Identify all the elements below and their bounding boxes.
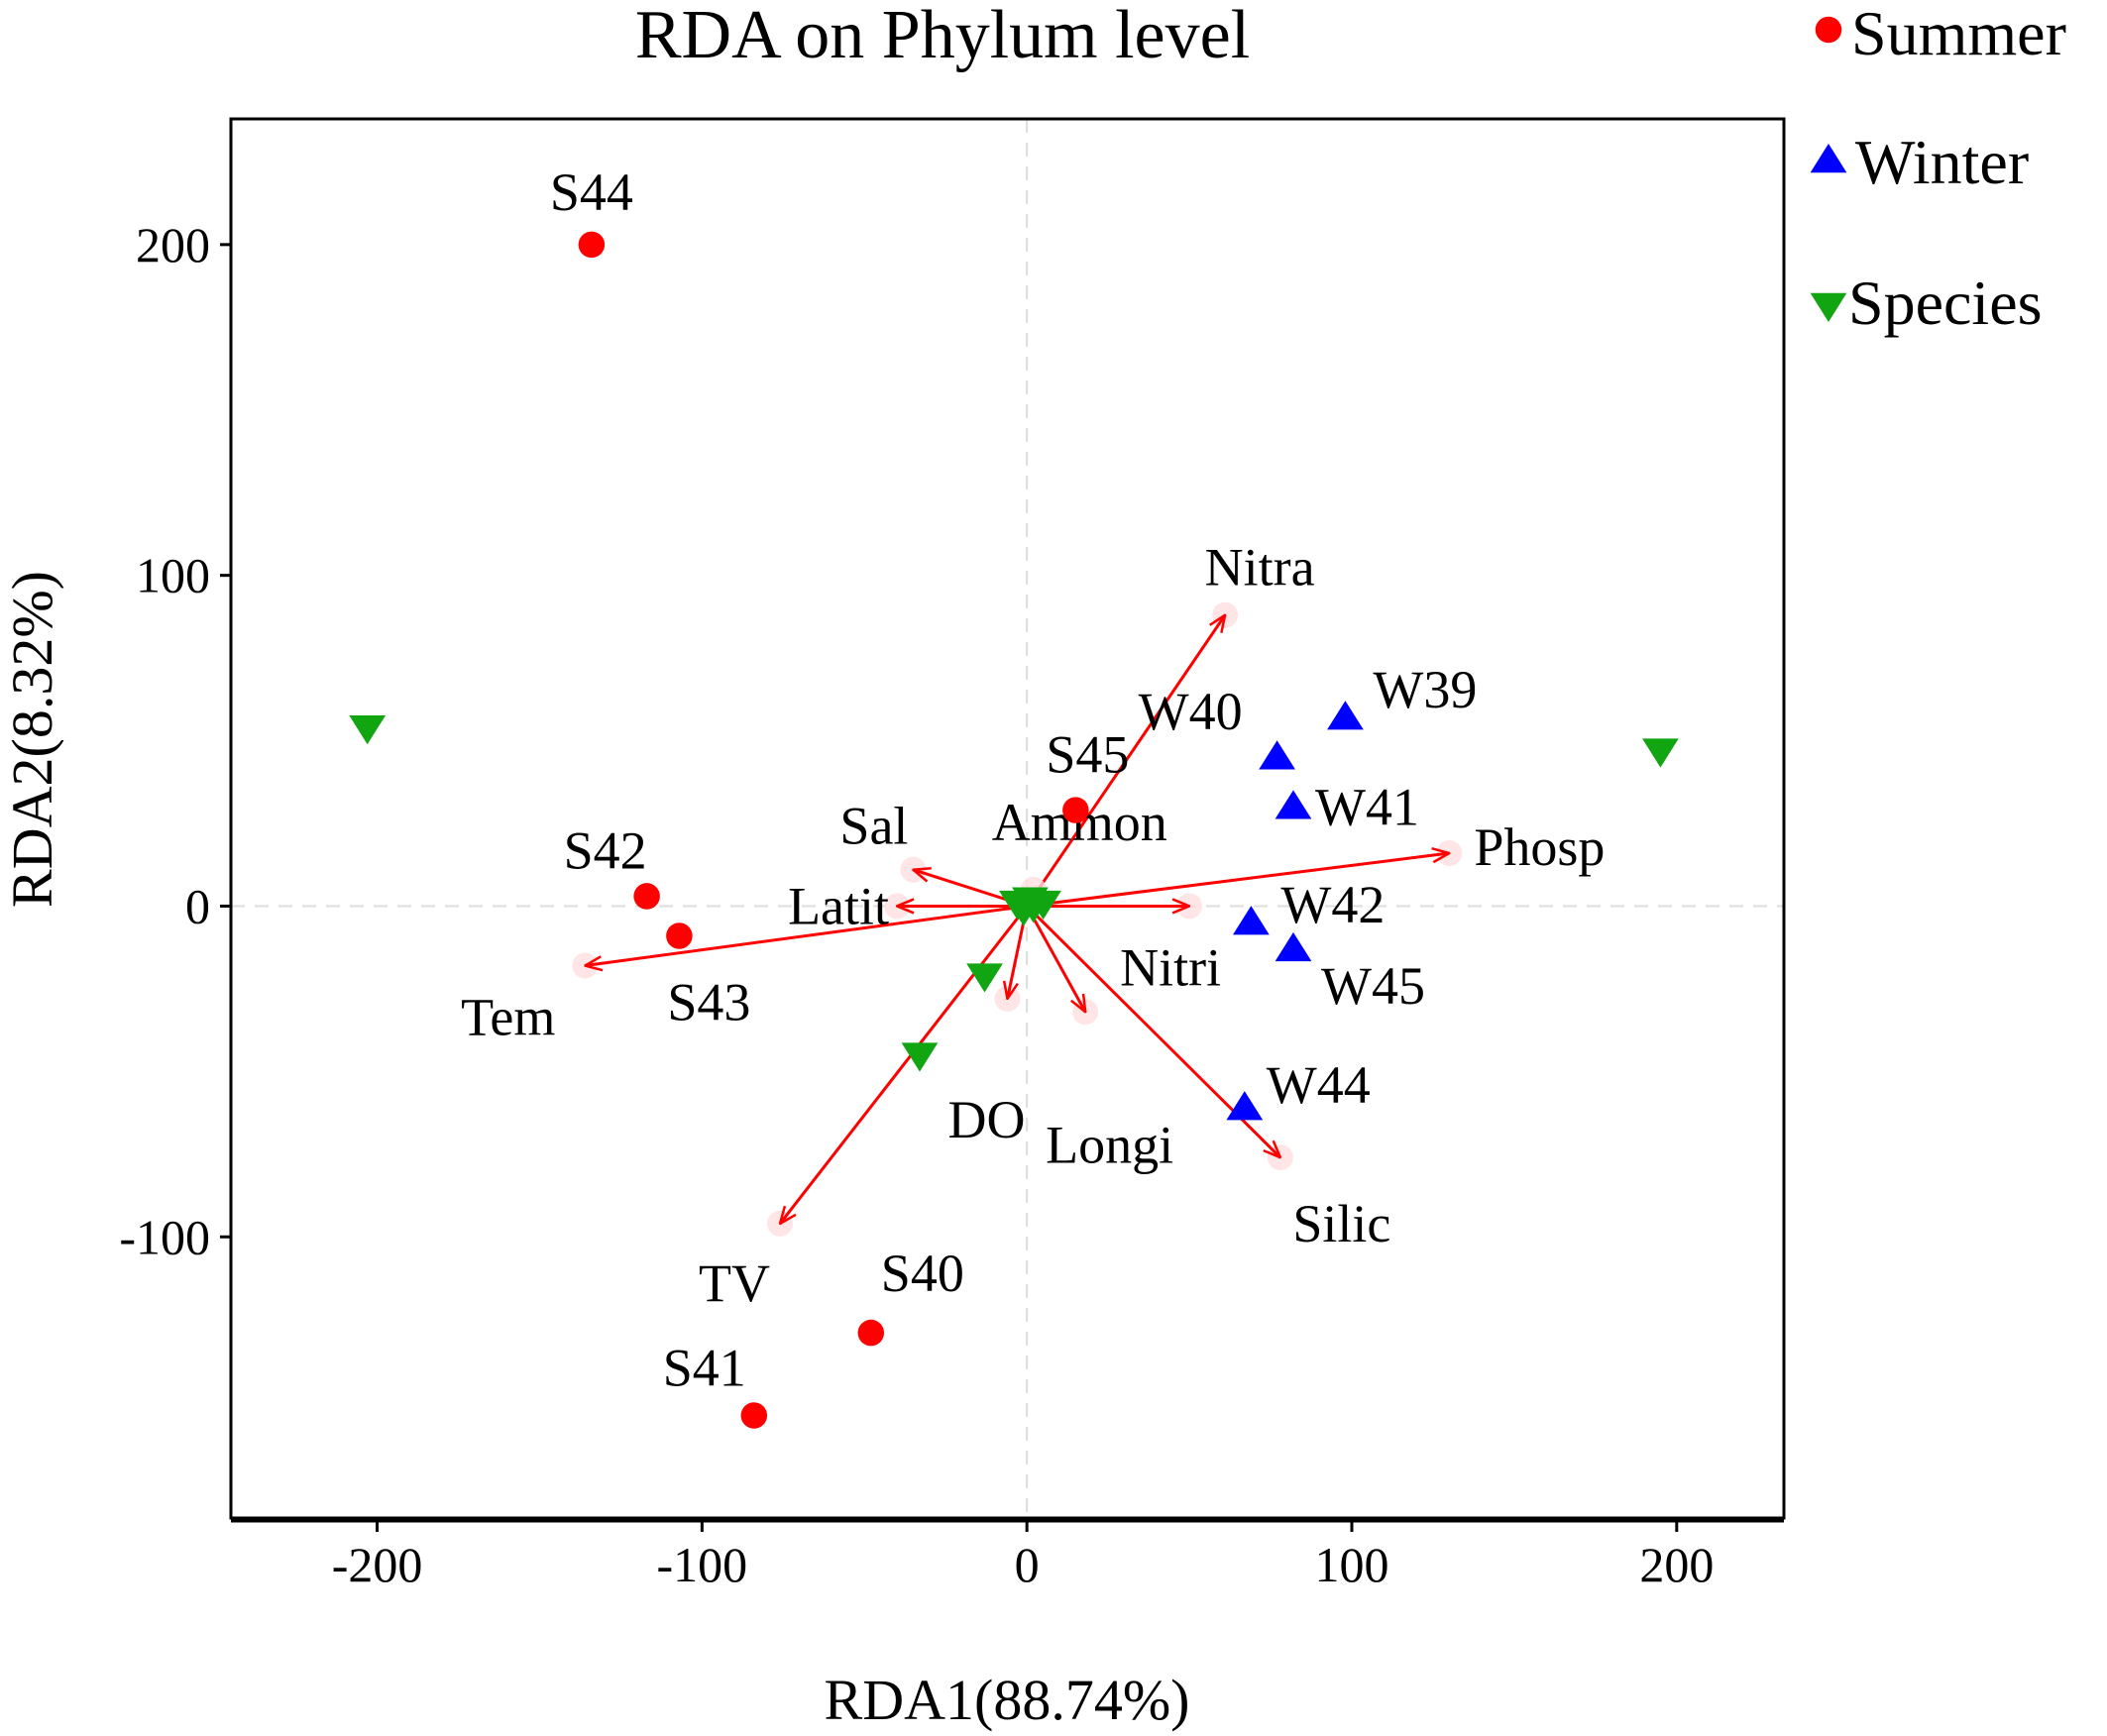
arrow-label: DO xyxy=(948,1090,1026,1149)
point-label: W44 xyxy=(1267,1055,1371,1115)
y-axis-title: RDA2(8.32%) xyxy=(0,571,64,908)
arrow-tem xyxy=(585,904,1028,965)
y-tick-label: -100 xyxy=(119,1209,210,1264)
chart-title: RDA on Phylum level xyxy=(635,0,1250,73)
x-tick-label: -200 xyxy=(332,1537,423,1592)
arrow-label: Longi xyxy=(1046,1115,1173,1174)
arrow-label: Nitra xyxy=(1205,538,1315,597)
x-tick-label: 200 xyxy=(1639,1537,1714,1592)
points-layer: S44 S45 S42 S43 S40 S41 W39 W40 W41 W42 W45 W44 xyxy=(349,163,1679,1429)
point-label: W39 xyxy=(1373,660,1477,719)
y-tick-label: 0 xyxy=(185,878,210,933)
marker-summer-s42 xyxy=(633,883,660,910)
point-label: W40 xyxy=(1139,682,1243,741)
arrow-label: Phosp xyxy=(1474,817,1605,877)
plot-area: NitraPhospTemTVSilicSalLatitAmmonNitriDO… xyxy=(229,117,1786,1520)
point-label: S43 xyxy=(667,973,750,1032)
y-axis: -100 0 100 200 xyxy=(119,217,231,1264)
marker-winter-w41 xyxy=(1275,790,1312,819)
marker-winter-w40 xyxy=(1259,740,1295,770)
arrow-label: Sal xyxy=(839,797,908,856)
arrow-label: Tem xyxy=(461,988,555,1047)
point-label: S42 xyxy=(564,820,647,880)
y-tick-label: 100 xyxy=(136,548,210,603)
arrow-label: Nitri xyxy=(1120,937,1221,997)
legend-marker-summer xyxy=(1815,16,1842,44)
marker-species xyxy=(349,714,387,745)
arrow-label: Silic xyxy=(1292,1194,1390,1253)
arrow-nitra xyxy=(1025,615,1225,908)
point-label: W42 xyxy=(1280,875,1385,934)
marker-summer-s40 xyxy=(857,1319,885,1347)
point-label: W45 xyxy=(1321,956,1425,1016)
marker-winter-w42 xyxy=(1233,906,1270,935)
marker-summer-s41 xyxy=(740,1402,768,1429)
x-axis-title: RDA1(88.74%) xyxy=(825,1668,1190,1732)
marker-species xyxy=(1012,887,1049,917)
arrow-label: Latit xyxy=(788,876,889,935)
marker-species xyxy=(966,963,1003,993)
marker-summer-s45 xyxy=(1062,797,1089,823)
legend-marker-species xyxy=(1810,292,1847,322)
x-tick-label: -100 xyxy=(657,1537,748,1592)
arrow-label: TV xyxy=(699,1253,770,1313)
point-label: S41 xyxy=(663,1339,746,1398)
x-tick-label: 0 xyxy=(1015,1537,1040,1592)
marker-species xyxy=(1642,738,1679,768)
legend-label-summer: Summer xyxy=(1851,0,2066,68)
marker-winter-w45 xyxy=(1275,931,1312,962)
marker-species xyxy=(901,1042,939,1072)
arrow-longi xyxy=(1025,905,1085,1012)
arrow-tv xyxy=(780,905,1029,1223)
point-label: S40 xyxy=(881,1244,964,1303)
marker-winter-w39 xyxy=(1327,701,1364,730)
point-label: S44 xyxy=(550,163,633,222)
point-label: S45 xyxy=(1046,725,1129,785)
legend: Summer Winter Species xyxy=(1810,0,2066,338)
point-label: W41 xyxy=(1315,777,1419,836)
arrows-layer: NitraPhospTemTVSilicSalLatitAmmonNitriDO… xyxy=(461,538,1605,1313)
marker-summer-s44 xyxy=(578,231,606,259)
marker-winter-w44 xyxy=(1226,1091,1264,1121)
arrow-phosp xyxy=(1026,853,1449,908)
x-axis: -200 -100 0 100 200 xyxy=(231,1519,1784,1592)
y-tick-label: 200 xyxy=(136,217,210,272)
legend-label-winter: Winter xyxy=(1855,127,2029,197)
x-tick-label: 100 xyxy=(1314,1537,1388,1592)
plot-frame xyxy=(229,117,1786,1520)
legend-marker-winter xyxy=(1810,144,1847,173)
marker-summer-s43 xyxy=(666,922,693,949)
legend-label-species: Species xyxy=(1848,268,2043,338)
